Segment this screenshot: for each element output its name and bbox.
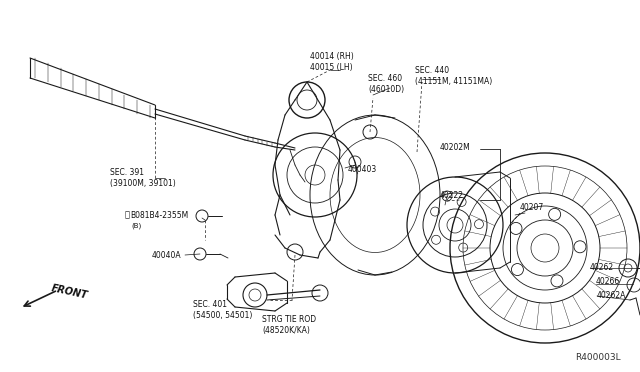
Text: SEC. 391
(39100M, 39101): SEC. 391 (39100M, 39101) (110, 168, 176, 188)
Text: 40266: 40266 (596, 278, 620, 286)
Text: SEC. 401
(54500, 54501): SEC. 401 (54500, 54501) (193, 300, 252, 320)
Text: 40207: 40207 (520, 202, 544, 212)
Text: 400403: 400403 (348, 166, 377, 174)
Text: 40014 (RH)
40015 (LH): 40014 (RH) 40015 (LH) (310, 52, 354, 72)
Text: 40202M: 40202M (440, 144, 471, 153)
Text: B081B4-2355M: B081B4-2355M (130, 212, 188, 221)
Text: FRONT: FRONT (50, 283, 88, 301)
Text: 40262A: 40262A (597, 292, 627, 301)
Text: 40262: 40262 (590, 263, 614, 273)
Text: Ⓑ: Ⓑ (125, 211, 130, 219)
Text: 40222: 40222 (440, 192, 464, 201)
Text: SEC. 440
(41151M, 41151MA): SEC. 440 (41151M, 41151MA) (415, 66, 492, 86)
Text: 40040A: 40040A (152, 250, 182, 260)
Text: SEC. 460
(46010D): SEC. 460 (46010D) (368, 74, 404, 94)
Text: STRG TIE ROD
(48520K/KA): STRG TIE ROD (48520K/KA) (262, 315, 316, 335)
Text: R400003L: R400003L (575, 353, 621, 362)
Text: (B): (B) (131, 223, 141, 229)
